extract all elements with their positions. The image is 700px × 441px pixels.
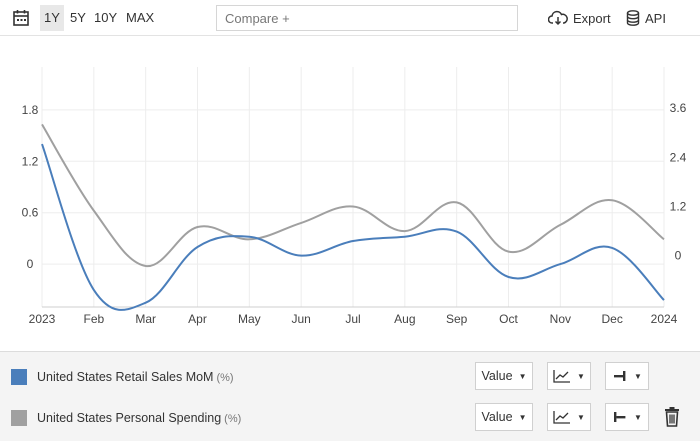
value-dropdown[interactable]: Value ▼ xyxy=(475,362,533,390)
chart-toolbar: 1Y 5Y 10Y MAX Export API xyxy=(0,0,700,36)
x-axis-tick-label: Apr xyxy=(188,312,207,326)
range-1y-button[interactable]: 1Y xyxy=(40,5,64,31)
remove-series-button[interactable] xyxy=(662,406,682,428)
axis-side-dropdown[interactable]: ▼ xyxy=(605,362,649,390)
value-dropdown[interactable]: Value ▼ xyxy=(475,403,533,431)
right-axis-tick-label: 0 xyxy=(675,249,682,263)
export-label: Export xyxy=(573,10,611,26)
x-axis-tick-label: Oct xyxy=(499,312,518,326)
left-axis-tick-label: 1.8 xyxy=(22,103,39,117)
series-label: United States Personal Spending (%) xyxy=(37,411,242,425)
series-color-swatch[interactable] xyxy=(11,369,27,385)
x-axis-tick-label: Jul xyxy=(345,312,360,326)
x-axis-tick-label: Nov xyxy=(550,312,571,326)
right-axis-tick-label: 3.6 xyxy=(670,101,687,115)
left-axis-tick-label: 1.2 xyxy=(22,154,39,168)
series-color-swatch[interactable] xyxy=(11,410,27,426)
series-label: United States Retail Sales MoM (%) xyxy=(37,370,234,384)
export-button[interactable]: Export xyxy=(548,5,611,31)
cloud-download-icon xyxy=(548,10,568,26)
legend-row-personal-spending: United States Personal Spending (%) Value… xyxy=(0,398,700,438)
axis-left-icon xyxy=(614,412,626,422)
x-axis-tick-label: 2024 xyxy=(651,312,678,326)
trash-icon xyxy=(665,407,679,427)
range-max-button[interactable]: MAX xyxy=(126,10,155,25)
x-axis: 2023 Feb Mar Apr May Jun Jul Aug Sep Oct Nov Dec 202… xyxy=(29,312,678,326)
calendar-icon xyxy=(13,10,29,26)
chart-grid xyxy=(41,67,665,308)
caret-down-icon: ▼ xyxy=(518,412,527,422)
x-axis-tick-label: Feb xyxy=(83,312,104,326)
series-legend: United States Retail Sales MoM (%) Value ▼… xyxy=(0,351,700,441)
caret-down-icon: ▼ xyxy=(634,371,642,381)
axis-right-icon xyxy=(614,371,626,381)
caret-down-icon: ▼ xyxy=(577,371,585,381)
x-axis-tick-label: Dec xyxy=(601,312,622,326)
chart-type-dropdown[interactable]: ▼ xyxy=(547,362,591,390)
line-chart-icon xyxy=(553,370,571,383)
legend-row-retail-sales: United States Retail Sales MoM (%) Value ▼… xyxy=(0,357,700,397)
series-line-personal-spending xyxy=(41,123,665,268)
right-axis-tick-label: 1.2 xyxy=(670,199,687,213)
x-axis-tick-label: Mar xyxy=(135,312,156,326)
caret-down-icon: ▼ xyxy=(577,412,585,422)
api-button[interactable]: API xyxy=(626,5,666,31)
x-axis-tick-label: May xyxy=(238,312,261,326)
database-icon xyxy=(626,10,640,26)
caret-down-icon: ▼ xyxy=(634,412,642,422)
chart-series xyxy=(41,123,665,311)
range-5y-button[interactable]: 5Y xyxy=(70,10,86,25)
api-label: API xyxy=(645,10,666,26)
chart-type-dropdown[interactable]: ▼ xyxy=(547,403,591,431)
compare-input[interactable] xyxy=(216,5,518,31)
x-axis-tick-label: Jun xyxy=(291,312,310,326)
left-axis-tick-label: 0 xyxy=(27,257,34,271)
axis-side-dropdown[interactable]: ▼ xyxy=(605,403,649,431)
caret-down-icon: ▼ xyxy=(518,371,527,381)
line-chart: 1.8 1.2 0.6 0 3.6 2.4 1.2 0 2023 Feb Mar Apr May Ju… xyxy=(22,67,687,326)
x-axis-tick-label: 2023 xyxy=(29,312,56,326)
x-axis-tick-label: Aug xyxy=(394,312,415,326)
right-axis-tick-label: 2.4 xyxy=(670,150,687,164)
left-axis-tick-label: 0.6 xyxy=(22,206,39,220)
left-axis: 1.8 1.2 0.6 0 xyxy=(22,103,39,271)
calendar-button[interactable] xyxy=(8,5,34,31)
right-axis: 3.6 2.4 1.2 0 xyxy=(670,101,687,263)
series-line-retail-sales xyxy=(41,143,665,311)
range-10y-button[interactable]: 10Y xyxy=(94,10,118,25)
line-chart-icon xyxy=(553,411,571,424)
x-axis-tick-label: Sep xyxy=(446,312,468,326)
